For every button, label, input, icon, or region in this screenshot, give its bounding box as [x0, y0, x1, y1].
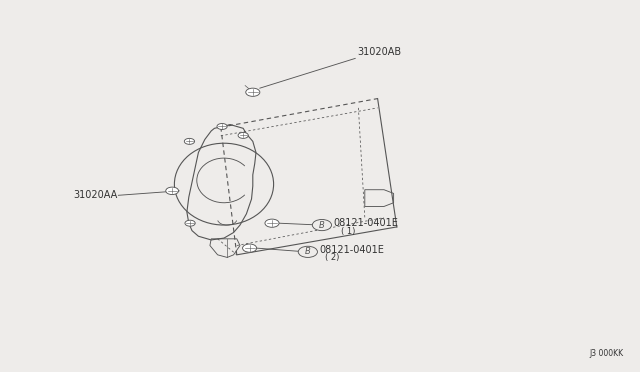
Circle shape	[243, 244, 257, 252]
Text: ( 1): ( 1)	[341, 227, 355, 236]
Circle shape	[185, 220, 195, 226]
Text: B: B	[305, 247, 310, 256]
Circle shape	[246, 88, 260, 96]
Circle shape	[238, 132, 248, 138]
Circle shape	[184, 138, 195, 144]
Text: ( 2): ( 2)	[325, 253, 339, 262]
Circle shape	[312, 219, 332, 231]
Circle shape	[298, 246, 317, 257]
Text: 08121-0401E: 08121-0401E	[333, 218, 398, 228]
Circle shape	[217, 124, 227, 129]
Text: J3 000KK: J3 000KK	[590, 349, 624, 358]
Circle shape	[166, 187, 179, 195]
Text: B: B	[319, 221, 324, 230]
Circle shape	[265, 219, 279, 227]
Text: 08121-0401E: 08121-0401E	[319, 245, 384, 255]
Text: 31020AB: 31020AB	[357, 46, 401, 57]
Text: 31020AA: 31020AA	[73, 190, 117, 200]
